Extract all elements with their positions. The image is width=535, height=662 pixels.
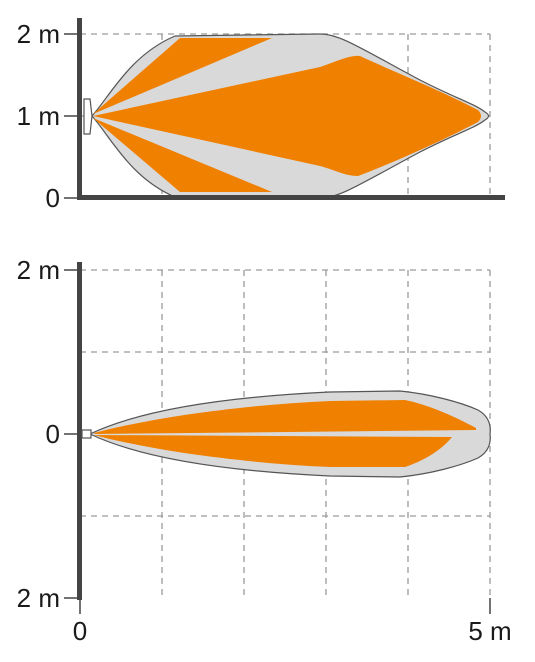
top-view-x-label-0: 0 (73, 616, 87, 646)
top-view-x-label-5m: 5 m (468, 616, 511, 646)
top-view-lower-zone (94, 435, 452, 467)
top-view-upper-zone (94, 400, 476, 434)
side-view-lower-zone (93, 118, 272, 192)
side-view-x-axis (77, 195, 505, 200)
side-view-y-label-1m: 1 m (17, 101, 60, 131)
top-view-y-axis (77, 262, 82, 600)
top-view-y-label-bottom: 2 m (17, 583, 60, 613)
side-view-panel: 2 m 1 m 0 (17, 18, 505, 213)
side-view-y-axis (77, 18, 82, 200)
top-view-y-label-center: 0 (46, 419, 60, 449)
side-view-sensor-icon (83, 98, 93, 135)
side-view-coverage (93, 38, 481, 192)
top-view-axes (64, 262, 491, 614)
top-view-y-label-top: 2 m (17, 255, 60, 285)
side-view-main-zone (93, 55, 481, 176)
side-view-upper-zone (93, 38, 272, 114)
top-view-sensor-icon (81, 429, 92, 439)
side-view-y-label-0: 0 (46, 183, 60, 213)
top-view-coverage (94, 400, 476, 467)
side-view-y-label-2m: 2 m (17, 19, 60, 49)
top-view-panel: 2 m 0 2 m 0 5 m (17, 255, 512, 646)
side-view-axes (64, 18, 505, 200)
